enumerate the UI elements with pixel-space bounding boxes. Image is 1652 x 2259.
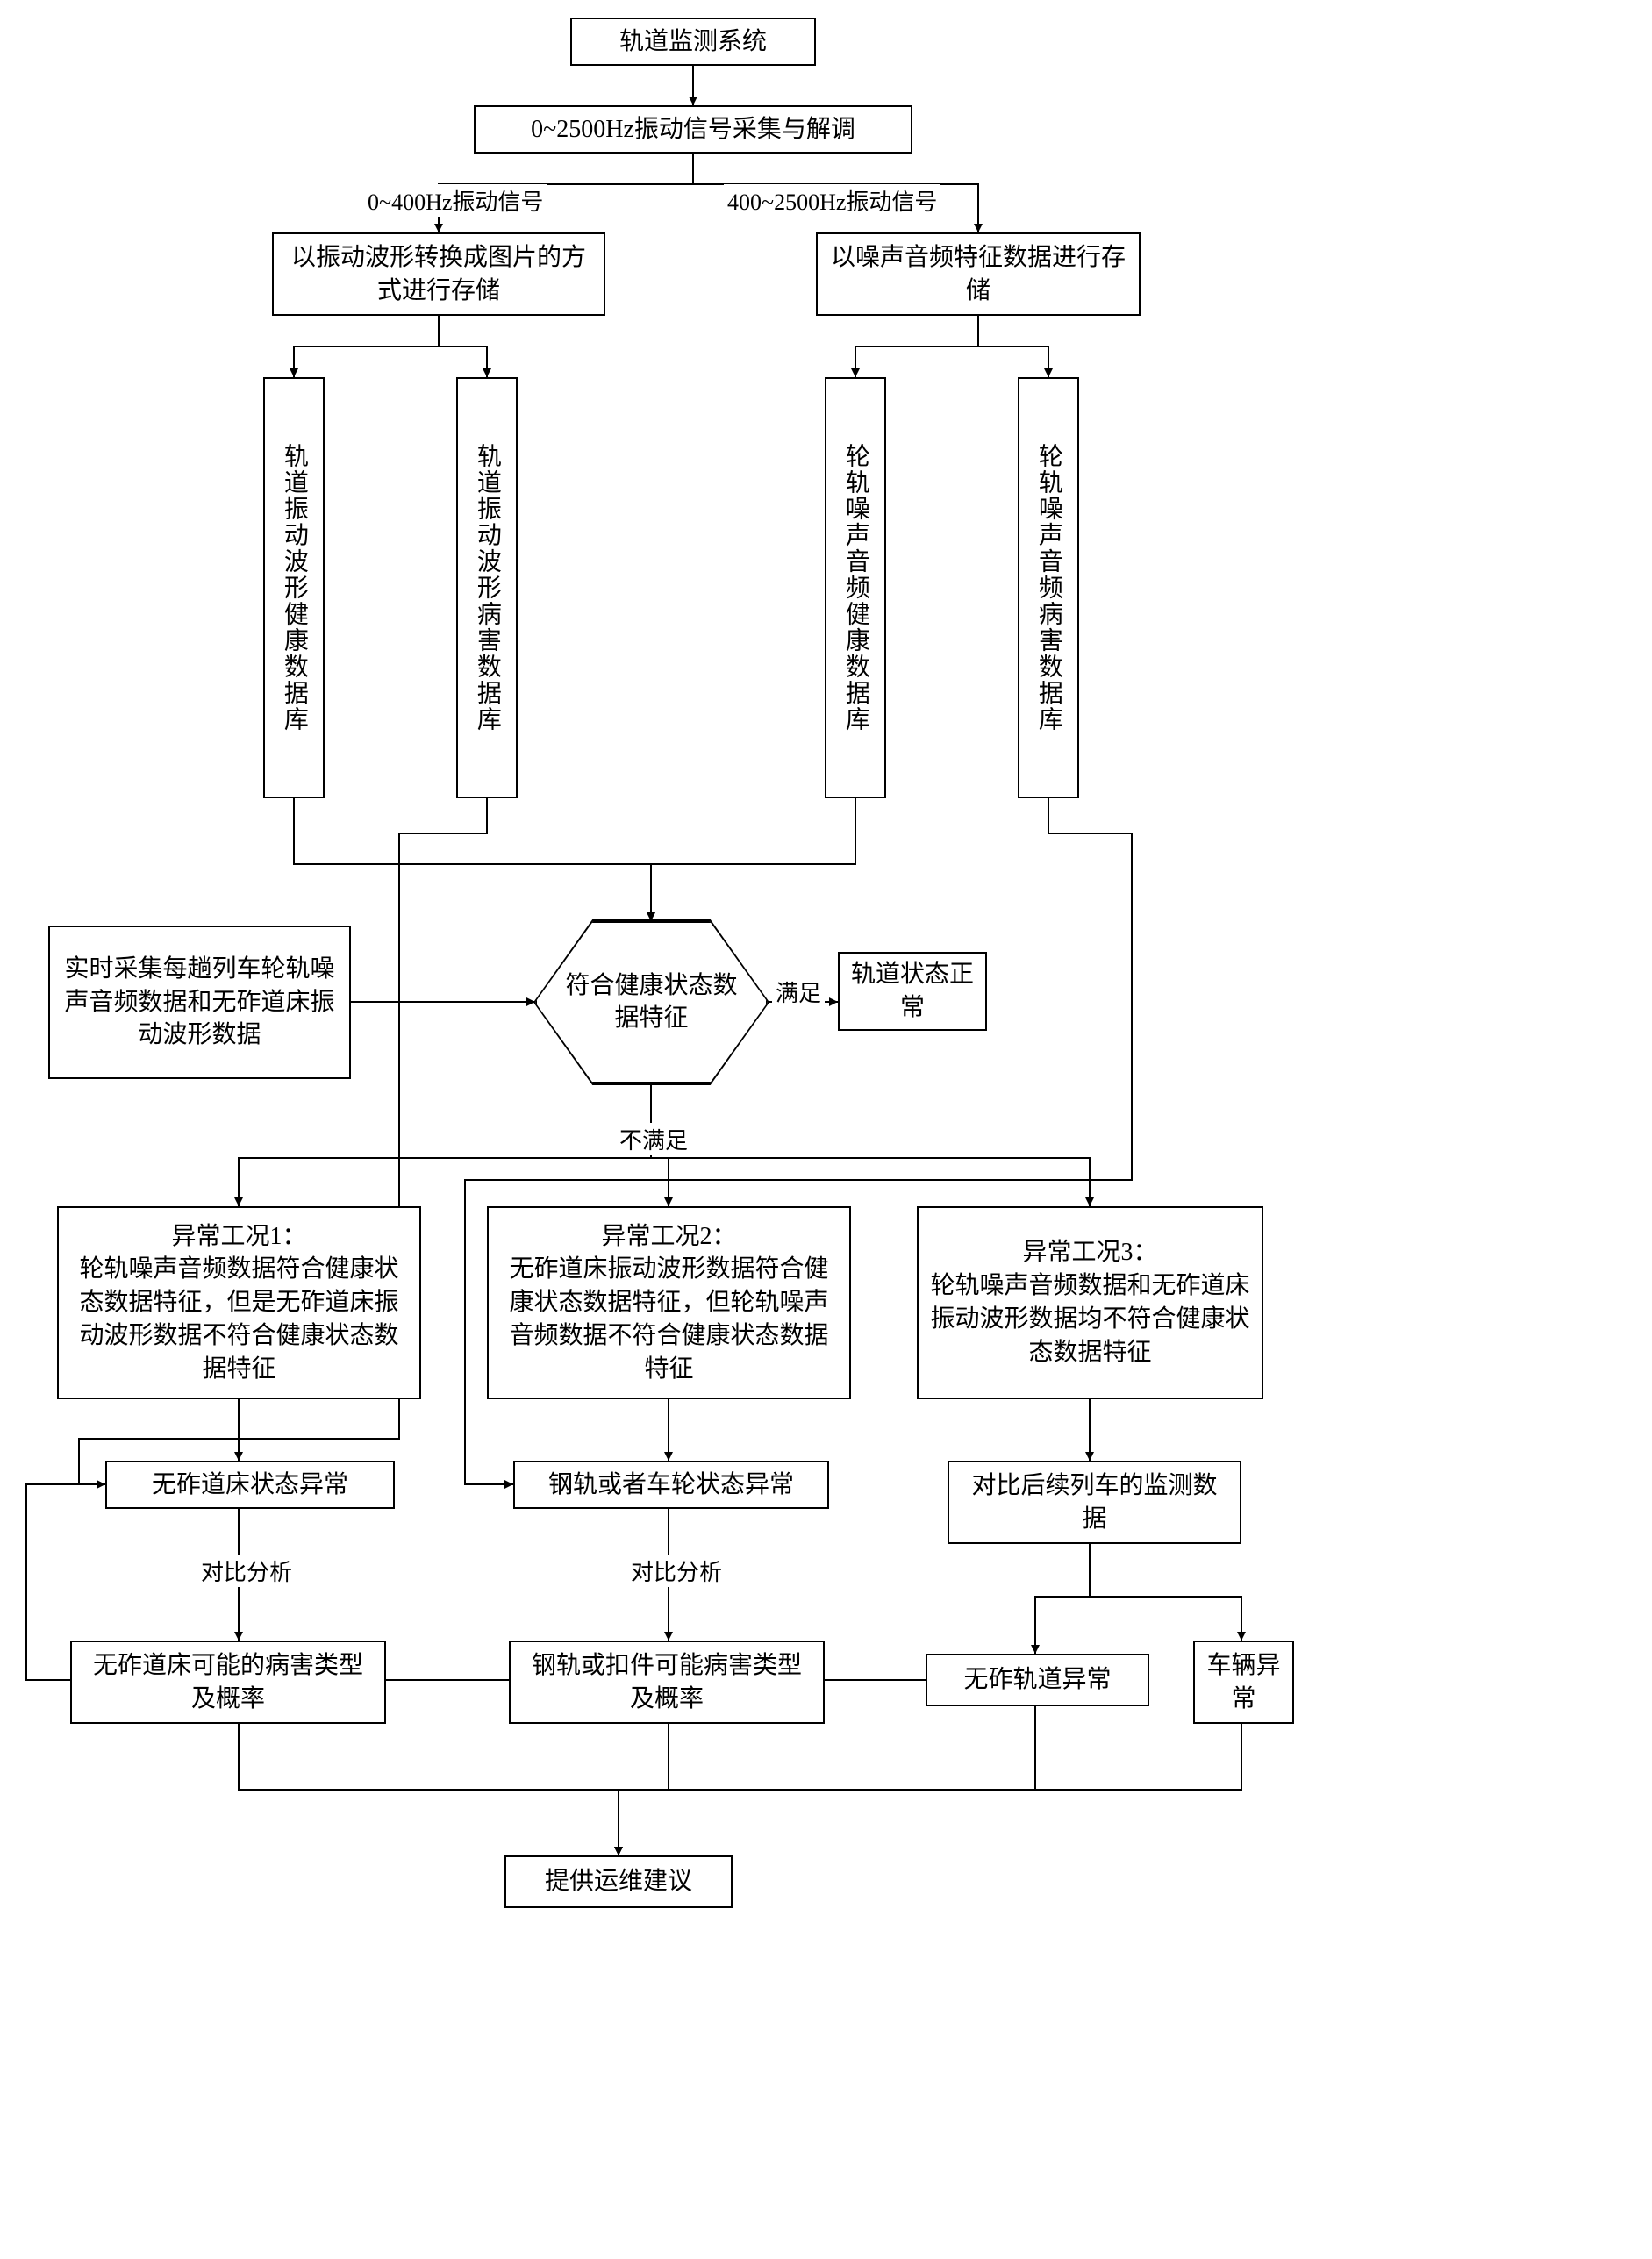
node-label: 钢轨或扣件可能病害类型及概率 (521, 1649, 812, 1716)
edge-label-e4: 不满足 (616, 1123, 691, 1155)
node-label: 无砟道床可能的病害类型及概率 (82, 1649, 374, 1716)
flow-node-n16: 对比后续列车的监测数据 (948, 1461, 1241, 1544)
edge-label-text: 对比分析 (201, 1560, 292, 1585)
edge-label-e6: 对比分析 (627, 1555, 726, 1587)
flow-edge (619, 1724, 1241, 1855)
flow-node-n5: 轨道振动波形健康数据库 (263, 377, 325, 798)
flow-node-n21: 提供运维建议 (504, 1855, 733, 1908)
flow-edge (651, 1158, 669, 1206)
flow-node-n9: 实时采集每趟列车轮轨噪声音频数据和无砟道床振动波形数据 (48, 926, 351, 1079)
edge-label-text: 0~400Hz振动信号 (368, 189, 543, 215)
node-label: 轨道振动波形病害数据库 (470, 443, 504, 733)
edge-label-e3: 满足 (772, 976, 825, 1008)
node-label: 异常工况1：轮轨噪声音频数据符合健康状态数据特征，但是无砟道床振动波形数据不符合… (69, 1220, 409, 1386)
flow-node-n6: 轨道振动波形病害数据库 (456, 377, 518, 798)
node-label: 车辆异常 (1205, 1649, 1282, 1716)
node-label: 符合健康状态数据特征 (563, 970, 740, 1034)
node-label: 以振动波形转换成图片的方式进行存储 (284, 241, 593, 308)
node-label: 0~2500Hz振动信号采集与解调 (531, 113, 855, 147)
edge-label-e1: 0~400Hz振动信号 (364, 184, 547, 217)
flow-node-n1: 轨道监测系统 (570, 18, 816, 66)
edge-label-e5: 对比分析 (197, 1555, 296, 1587)
flow-edge (294, 316, 439, 377)
flow-node-hex: 符合健康状态数据特征 (535, 921, 768, 1083)
flow-edge (439, 316, 487, 377)
flow-node-n10: 轨道状态正常 (838, 952, 987, 1031)
node-label: 轮轨噪声音频病害数据库 (1032, 443, 1065, 733)
flow-node-n12: 异常工况2：无砟道床振动波形数据符合健康状态数据特征，但轮轨噪声音频数据不符合健… (487, 1206, 851, 1399)
node-label: 异常工况2：无砟道床振动波形数据符合健康状态数据特征，但轮轨噪声音频数据不符合健… (499, 1220, 839, 1386)
node-label: 轨道监测系统 (619, 25, 767, 59)
node-label: 无砟道床状态异常 (152, 1469, 348, 1502)
flow-node-n8: 轮轨噪声音频病害数据库 (1018, 377, 1079, 798)
node-label: 轮轨噪声音频健康数据库 (839, 443, 872, 733)
node-label: 实时采集每趟列车轮轨噪声音频数据和无砟道床振动波形数据 (61, 953, 339, 1052)
flow-edge (978, 316, 1048, 377)
flow-node-n11: 异常工况1：轮轨噪声音频数据符合健康状态数据特征，但是无砟道床振动波形数据不符合… (57, 1206, 421, 1399)
flow-node-n3: 以振动波形转换成图片的方式进行存储 (272, 232, 605, 316)
node-label: 轨道振动波形健康数据库 (277, 443, 311, 733)
flow-edge (855, 316, 978, 377)
flow-node-n20: 车辆异常 (1193, 1641, 1294, 1724)
flow-node-n17: 无砟道床可能的病害类型及概率 (70, 1641, 386, 1724)
node-label: 异常工况3：轮轨噪声音频数据和无砟道床振动波形数据均不符合健康状态数据特征 (929, 1236, 1251, 1369)
edge-label-e2: 400~2500Hz振动信号 (724, 184, 940, 217)
flow-node-n14: 无砟道床状态异常 (105, 1461, 395, 1509)
flow-edge (294, 798, 651, 921)
flow-node-n7: 轮轨噪声音频健康数据库 (825, 377, 886, 798)
flowchart-edges-layer (0, 0, 1652, 2259)
node-label: 对比后续列车的监测数据 (960, 1469, 1229, 1536)
flow-edge (619, 1706, 1035, 1855)
flow-edge (239, 1724, 619, 1855)
flow-edge (651, 798, 855, 921)
flow-node-n18: 钢轨或扣件可能病害类型及概率 (509, 1641, 825, 1724)
flow-node-n13: 异常工况3：轮轨噪声音频数据和无砟道床振动波形数据均不符合健康状态数据特征 (917, 1206, 1263, 1399)
flow-node-n2: 0~2500Hz振动信号采集与解调 (474, 105, 912, 154)
node-label: 提供运维建议 (545, 1865, 692, 1898)
flow-node-n4: 以噪声音频特征数据进行存储 (816, 232, 1141, 316)
flow-edge (651, 1158, 1090, 1206)
flow-edge (1090, 1544, 1241, 1641)
node-label: 轨道状态正常 (850, 958, 975, 1025)
edge-label-text: 对比分析 (631, 1560, 722, 1585)
flow-edge (1035, 1544, 1090, 1654)
node-label: 以噪声音频特征数据进行存储 (828, 241, 1128, 308)
flow-node-n15: 钢轨或者车轮状态异常 (513, 1461, 829, 1509)
node-label: 钢轨或者车轮状态异常 (548, 1469, 794, 1502)
edge-label-text: 满足 (776, 981, 821, 1006)
edge-label-text: 不满足 (619, 1128, 688, 1154)
flow-node-n19: 无砟轨道异常 (926, 1654, 1149, 1706)
flow-edge (619, 1724, 669, 1855)
edge-label-text: 400~2500Hz振动信号 (727, 189, 937, 215)
node-label: 无砟轨道异常 (963, 1663, 1111, 1697)
flow-edge (239, 1158, 651, 1206)
